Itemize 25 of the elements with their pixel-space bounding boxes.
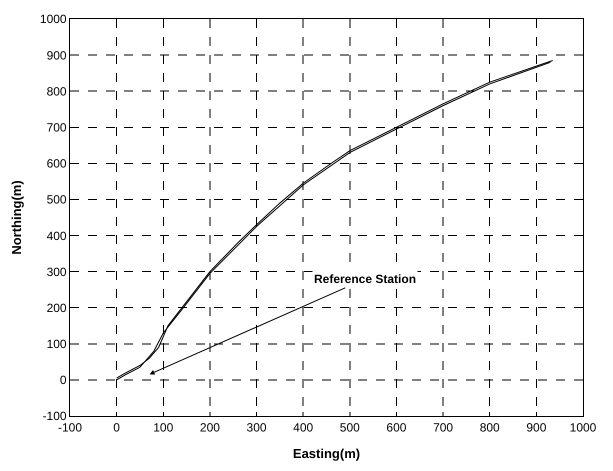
x-tick-label: 300 (246, 420, 267, 434)
x-tick-label: 800 (480, 420, 500, 434)
y-tick-label: 700 (46, 120, 67, 134)
y-tick-label: 300 (46, 264, 67, 279)
x-tick-label: 200 (200, 420, 220, 434)
x-tick-label: 100 (153, 420, 174, 434)
y-axis-title: Northing(m) (8, 180, 24, 255)
y-tick-label: 200 (46, 300, 67, 315)
x-tick-label: 900 (526, 420, 547, 434)
y-tick-label: 500 (46, 192, 67, 207)
x-axis-title: Easting(m) (292, 446, 360, 461)
y-tick-label: 800 (46, 84, 67, 98)
y-tick-label: 400 (46, 228, 67, 243)
x-tick-label: 600 (386, 420, 407, 434)
y-tick-label: 1000 (40, 12, 67, 26)
y-tick-label: 900 (46, 48, 67, 62)
y-tick-label: 600 (46, 156, 67, 171)
annotation: Reference Station (314, 272, 416, 286)
y-tick-label: 100 (46, 337, 67, 352)
y-tick-label: 0 (60, 373, 67, 388)
x-tick-label: 500 (340, 420, 360, 434)
x-tick-label: 400 (293, 420, 314, 434)
x-tick-label: 1000 (570, 420, 597, 434)
x-tick-label: 700 (433, 420, 454, 434)
x-tick-label: 0 (113, 420, 120, 434)
